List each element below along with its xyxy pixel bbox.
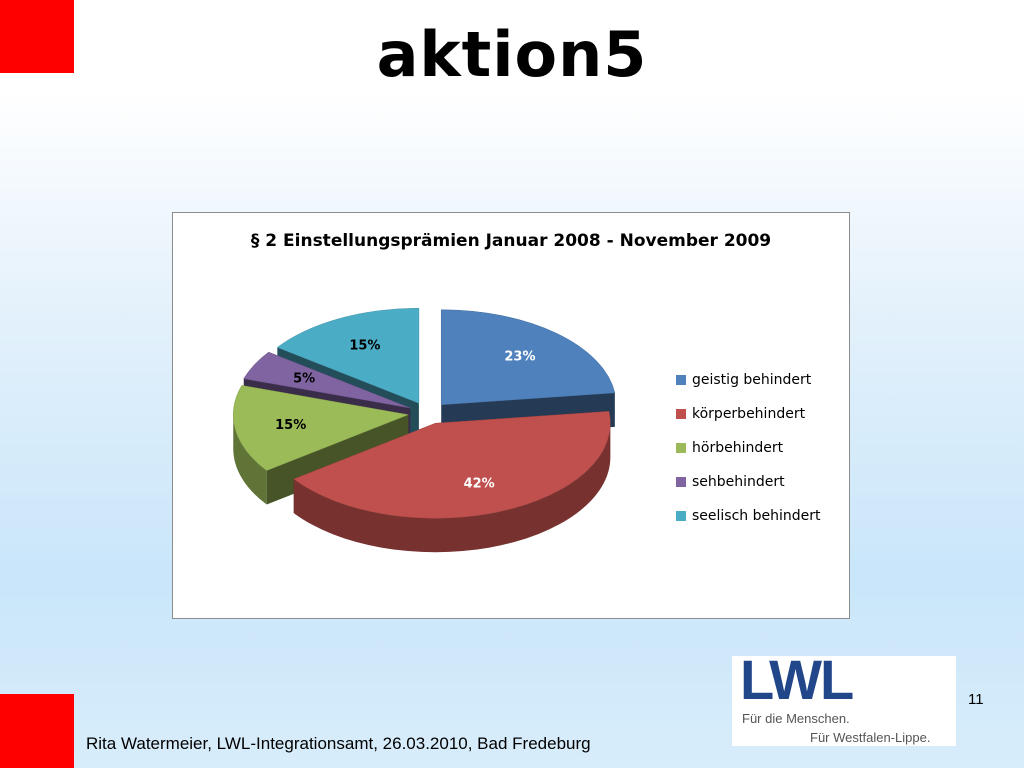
slide-title: aktion5 xyxy=(376,18,648,91)
chart-legend: geistig behindert körperbehindert hörbehin… xyxy=(676,363,821,533)
logo-tagline-line1: Für die Menschen. xyxy=(742,711,850,726)
legend-label: sehbehindert xyxy=(692,474,785,490)
chart-frame: § 2 Einstellungsprämien Januar 2008 - No… xyxy=(172,212,850,619)
slice-data-label-2: 42% xyxy=(464,476,495,491)
slice-data-label-4: 5% xyxy=(293,372,315,387)
slice-data-label-1: 23% xyxy=(504,349,535,364)
slice-data-label-3: 15% xyxy=(275,418,306,433)
corner-decoration-top xyxy=(0,0,74,73)
legend-label: hörbehindert xyxy=(692,440,784,456)
slide-footer: Rita Watermeier, LWL-Integrationsamt, 26… xyxy=(86,734,591,753)
corner-decoration-bottom xyxy=(0,694,74,768)
legend-label: körperbehindert xyxy=(692,406,806,422)
lwl-logo: LWL Für die Menschen. Für Westfalen-Lipp… xyxy=(732,652,956,746)
legend-swatch xyxy=(676,409,686,419)
legend-swatch xyxy=(676,511,686,521)
legend-swatch xyxy=(676,375,686,385)
legend-item-1: geistig behindert xyxy=(676,363,821,397)
legend-label: geistig behindert xyxy=(692,372,812,388)
legend-item-5: seelisch behindert xyxy=(676,499,821,533)
legend-item-4: sehbehindert xyxy=(676,465,821,499)
logo-tagline-line2: Für Westfalen-Lippe. xyxy=(810,730,931,745)
logo-wordmark: LWL xyxy=(740,648,854,711)
legend-item-3: hörbehindert xyxy=(676,431,821,465)
pie-chart: 23% 42% 15% 5% 15% xyxy=(232,307,616,553)
pie-slice-2 xyxy=(293,411,611,553)
chart-title: § 2 Einstellungsprämien Januar 2008 - No… xyxy=(250,231,772,251)
page-number: 11 xyxy=(968,691,984,708)
legend-item-2: körperbehindert xyxy=(676,397,821,431)
slice-data-label-5: 15% xyxy=(349,339,380,354)
legend-label: seelisch behindert xyxy=(692,508,821,524)
legend-swatch xyxy=(676,477,686,487)
legend-swatch xyxy=(676,443,686,453)
